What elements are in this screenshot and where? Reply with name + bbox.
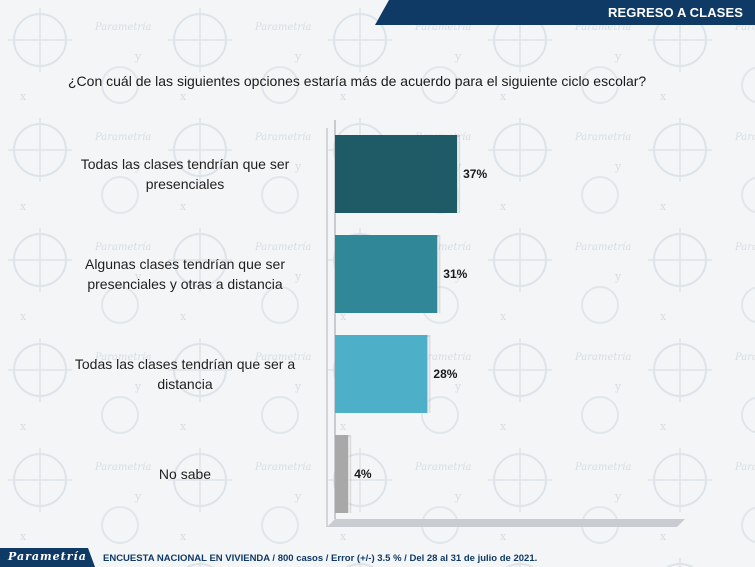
bar-highlight xyxy=(437,237,440,313)
bar-1 xyxy=(335,135,458,213)
category-label: Todas las clases tendrían que ser presenc… xyxy=(50,154,320,194)
category-label-line: presenciales xyxy=(145,176,225,192)
category-label: Algunas clases tendrían que ser presencia… xyxy=(50,254,320,294)
category-label-line: distancia xyxy=(157,376,213,392)
question-text: ¿Con cuál de las siguientes opciones est… xyxy=(68,73,647,89)
category-label-line: presenciales y otras a distancia xyxy=(87,276,283,292)
category-label-line: Todas las clases tendrían que ser a xyxy=(74,356,296,372)
category-label-line: No sabe xyxy=(158,466,212,482)
bar-highlight xyxy=(427,337,430,413)
bar-highlight xyxy=(457,137,460,213)
category-label-line: Todas las clases tendrían que ser xyxy=(80,156,290,172)
value-label: 4% xyxy=(354,467,372,481)
value-label: 31% xyxy=(443,267,467,281)
brand-logo: Parametría xyxy=(8,550,87,563)
category-label: Todas las clases tendrían que ser a dista… xyxy=(50,354,320,394)
value-label: 37% xyxy=(463,167,487,181)
footer-bar xyxy=(0,548,95,567)
chart-floor xyxy=(327,519,685,527)
section-title: REGRESO A CLASES xyxy=(608,5,743,20)
bar-3 xyxy=(335,335,428,413)
bar-highlight xyxy=(348,437,351,513)
category-label-line: Algunas clases tendrían que ser xyxy=(84,256,285,272)
survey-note: ENCUESTA NACIONAL EN VIVIENDA / 800 caso… xyxy=(103,553,538,564)
header-tab: REGRESO A CLASES xyxy=(375,0,755,25)
value-label: 28% xyxy=(433,367,457,381)
bar-2 xyxy=(335,235,438,313)
bar-4 xyxy=(335,435,349,513)
category-label: No sabe xyxy=(50,464,320,484)
